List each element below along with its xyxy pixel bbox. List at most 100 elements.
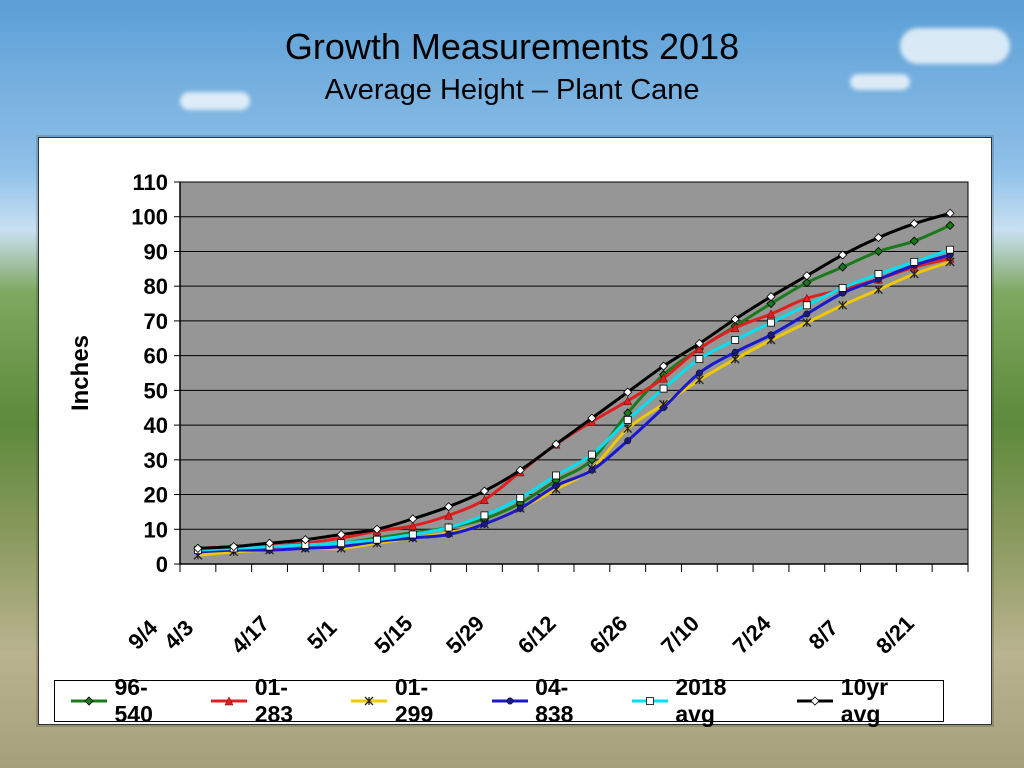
cloud [900, 28, 1010, 64]
data-point [810, 696, 820, 706]
x-tick-label: 5/15 [370, 611, 418, 659]
x-tick-labels: 4/3 4/17 5/1 5/15 5/29 6/12 6/26 7/10 7/24 8/7 8/2… [123, 564, 969, 659]
data-point [516, 504, 524, 512]
data-point [84, 696, 94, 706]
legend-item: 01-283 [209, 674, 325, 728]
data-point [623, 424, 633, 434]
data-point [730, 354, 740, 364]
data-point [660, 404, 667, 412]
data-point [623, 387, 633, 397]
data-point [658, 361, 669, 371]
data-point [802, 318, 812, 328]
data-point [480, 511, 489, 520]
data-point [623, 396, 633, 406]
y-tick-labels: 0 10 20 30 40 50 60 70 80 90 100 110 [131, 170, 168, 577]
legend-label: 2018 avg [675, 674, 727, 727]
series-10yr-avg [193, 208, 955, 553]
legend-label: 01-283 [254, 674, 294, 727]
legend-swatch [211, 696, 248, 706]
data-point [838, 300, 848, 310]
data-point [838, 250, 848, 260]
x-tick-label: 5/29 [441, 611, 489, 659]
data-point [373, 535, 381, 544]
x-tick-label: 4/17 [226, 611, 274, 659]
legend-label: 96-540 [114, 674, 153, 727]
gridlines [174, 181, 968, 565]
y-tick-label: 40 [144, 413, 168, 438]
cloud [180, 92, 250, 110]
y-tick-label: 10 [144, 517, 168, 542]
data-point [731, 336, 740, 344]
y-tick-label: 20 [144, 483, 168, 508]
data-point [624, 437, 632, 445]
y-axis-label: Inches [67, 335, 94, 411]
data-point [515, 465, 525, 475]
legend-label: 01-299 [394, 674, 434, 727]
data-point [444, 510, 454, 520]
plot-area [179, 181, 969, 565]
data-point [909, 269, 919, 279]
legend: 96-540 01-283 01-299 04-838 2018 avg 10yr avg [54, 674, 944, 727]
legend-label: 04-838 [535, 674, 574, 727]
data-point [551, 439, 561, 449]
data-point [229, 542, 239, 552]
data-point [588, 466, 596, 474]
data-point [445, 531, 453, 538]
data-point [766, 292, 776, 302]
x-tick-label: 4/3 [159, 615, 198, 654]
data-point [516, 494, 525, 502]
data-point [730, 323, 740, 333]
data-point [694, 375, 704, 385]
data-point [444, 502, 454, 512]
data-point [873, 246, 884, 257]
legend-swatch [491, 697, 528, 705]
y-tick-label: 80 [144, 274, 168, 299]
x-tick-label: 9/4 [123, 615, 163, 655]
series-line [197, 248, 951, 552]
legend-item: 10yr avg [795, 674, 933, 728]
data-point [694, 344, 704, 353]
data-point [910, 257, 919, 266]
data-point [874, 270, 883, 278]
data-point [766, 298, 776, 309]
legend-item: 04-838 [490, 674, 606, 728]
series-line [197, 253, 951, 554]
y-tick-label: 30 [144, 448, 168, 473]
data-point [479, 486, 490, 496]
series-line [197, 211, 951, 550]
data-point [838, 284, 847, 292]
data-point [336, 529, 346, 540]
data-point [659, 384, 668, 393]
data-point [803, 310, 811, 318]
x-tick-label: 8/21 [871, 611, 919, 659]
y-tick-label: 70 [144, 309, 168, 334]
data-point [193, 543, 203, 553]
data-point [480, 495, 489, 505]
data-point [767, 331, 775, 339]
data-point [945, 208, 955, 218]
data-point [481, 520, 488, 528]
y-tick-label: 100 [131, 205, 168, 230]
x-tick-label: 5/1 [302, 615, 341, 654]
data-point [945, 220, 955, 230]
legend-marker [506, 697, 514, 705]
data-point [731, 348, 739, 356]
data-point [909, 219, 919, 229]
x-tick-label: 7/24 [728, 610, 776, 658]
data-point [588, 450, 596, 459]
cloud [850, 74, 910, 90]
data-point [802, 278, 812, 288]
legend-marker [810, 696, 820, 706]
data-point [364, 696, 374, 706]
chart-subtitle: Average Height – Plant Cane [324, 74, 700, 106]
data-point [300, 535, 310, 545]
legend-swatch [631, 697, 668, 705]
data-point [730, 314, 740, 324]
x-tick-label: 6/26 [584, 611, 632, 659]
title-block: Growth Measurements 2018 Average Height … [0, 24, 1024, 110]
y-tick-label: 110 [133, 170, 169, 195]
data-point [766, 309, 776, 319]
data-point [767, 318, 775, 327]
data-point [694, 338, 704, 349]
